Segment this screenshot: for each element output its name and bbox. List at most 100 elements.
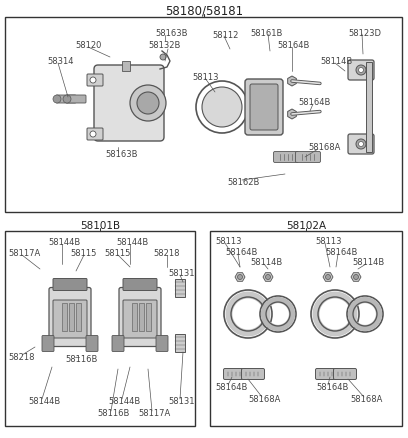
Text: 58115: 58115 (104, 249, 131, 258)
FancyBboxPatch shape (273, 152, 299, 163)
Text: 58161B: 58161B (250, 28, 282, 37)
FancyBboxPatch shape (156, 336, 168, 352)
FancyBboxPatch shape (333, 369, 357, 380)
Text: 58113: 58113 (192, 72, 219, 81)
Text: 58144B: 58144B (48, 238, 80, 247)
Text: 58180/58181: 58180/58181 (165, 4, 243, 18)
FancyBboxPatch shape (56, 96, 76, 104)
Text: 58115: 58115 (70, 249, 96, 258)
Text: 58123D: 58123D (348, 28, 381, 37)
Circle shape (130, 86, 166, 122)
Circle shape (356, 66, 366, 76)
Circle shape (356, 140, 366, 150)
Text: 58314: 58314 (47, 57, 73, 66)
Bar (146, 303, 151, 331)
Text: 58144B: 58144B (116, 238, 148, 247)
Text: 58112: 58112 (212, 30, 238, 39)
Bar (76, 303, 81, 331)
FancyBboxPatch shape (94, 66, 164, 141)
Polygon shape (263, 273, 273, 282)
Text: 58164B: 58164B (277, 42, 309, 50)
Text: 58102A: 58102A (286, 220, 326, 230)
Circle shape (160, 55, 166, 61)
Text: 58164B: 58164B (225, 248, 257, 257)
Text: 58101B: 58101B (80, 220, 120, 230)
FancyBboxPatch shape (49, 288, 91, 347)
FancyBboxPatch shape (245, 80, 283, 136)
FancyBboxPatch shape (66, 96, 86, 104)
Text: 58131: 58131 (168, 269, 195, 278)
Circle shape (266, 275, 271, 280)
Polygon shape (351, 273, 361, 282)
FancyBboxPatch shape (112, 336, 124, 352)
Circle shape (90, 132, 96, 138)
Circle shape (137, 93, 159, 115)
Bar (210, 231, 402, 426)
FancyBboxPatch shape (224, 369, 246, 380)
Text: 58117A: 58117A (138, 409, 170, 417)
Text: 58114B: 58114B (320, 57, 352, 66)
Text: 58164B: 58164B (316, 383, 348, 392)
Text: 58164B: 58164B (215, 383, 247, 392)
Circle shape (359, 142, 364, 147)
Text: 58162B: 58162B (227, 178, 259, 187)
Bar (5, 231, 195, 426)
FancyBboxPatch shape (348, 61, 374, 81)
Circle shape (326, 275, 330, 280)
FancyBboxPatch shape (42, 336, 54, 352)
Text: 58114B: 58114B (352, 258, 384, 267)
Circle shape (237, 275, 242, 280)
Circle shape (353, 275, 359, 280)
Text: 58113: 58113 (315, 237, 341, 246)
Text: 58164B: 58164B (325, 248, 357, 257)
Text: 58117A: 58117A (8, 249, 40, 258)
FancyBboxPatch shape (295, 152, 321, 163)
FancyBboxPatch shape (53, 300, 87, 338)
Bar (62, 303, 67, 331)
Circle shape (63, 96, 71, 104)
Circle shape (53, 96, 61, 104)
Circle shape (359, 68, 364, 73)
Text: 58168A: 58168A (350, 395, 382, 403)
Polygon shape (288, 77, 296, 87)
Text: 58116B: 58116B (65, 355, 98, 364)
Text: 58120: 58120 (75, 42, 101, 50)
FancyBboxPatch shape (87, 129, 103, 141)
Text: 58168A: 58168A (248, 395, 280, 403)
Bar (69, 303, 74, 331)
Text: 58164B: 58164B (298, 98, 330, 107)
Circle shape (90, 78, 96, 84)
Bar (122, 62, 130, 72)
FancyBboxPatch shape (123, 279, 157, 291)
FancyBboxPatch shape (250, 85, 278, 131)
Polygon shape (288, 110, 296, 120)
Circle shape (202, 88, 242, 128)
Text: 58218: 58218 (153, 249, 180, 258)
Text: 58168A: 58168A (308, 143, 340, 152)
Bar (175, 334, 185, 352)
Text: 58116B: 58116B (97, 409, 129, 417)
Text: 58144B: 58144B (108, 396, 140, 406)
FancyBboxPatch shape (87, 75, 103, 87)
Bar (366, 63, 372, 153)
Text: 58163B: 58163B (105, 150, 137, 159)
Polygon shape (323, 273, 333, 282)
FancyBboxPatch shape (86, 336, 98, 352)
Text: 58144B: 58144B (28, 396, 60, 406)
FancyBboxPatch shape (315, 369, 339, 380)
FancyBboxPatch shape (119, 288, 161, 347)
FancyBboxPatch shape (53, 279, 87, 291)
Text: 58218: 58218 (8, 353, 35, 362)
FancyBboxPatch shape (242, 369, 264, 380)
Bar (139, 303, 144, 331)
Bar (132, 303, 137, 331)
Bar (5, 18, 402, 212)
Polygon shape (235, 273, 245, 282)
Text: 58132B: 58132B (148, 42, 180, 50)
Text: 58163B: 58163B (155, 29, 188, 39)
FancyBboxPatch shape (348, 135, 374, 155)
Text: 58131: 58131 (168, 396, 195, 406)
Text: 58114B: 58114B (250, 258, 282, 267)
Text: 58113: 58113 (215, 237, 242, 246)
FancyBboxPatch shape (123, 300, 157, 338)
